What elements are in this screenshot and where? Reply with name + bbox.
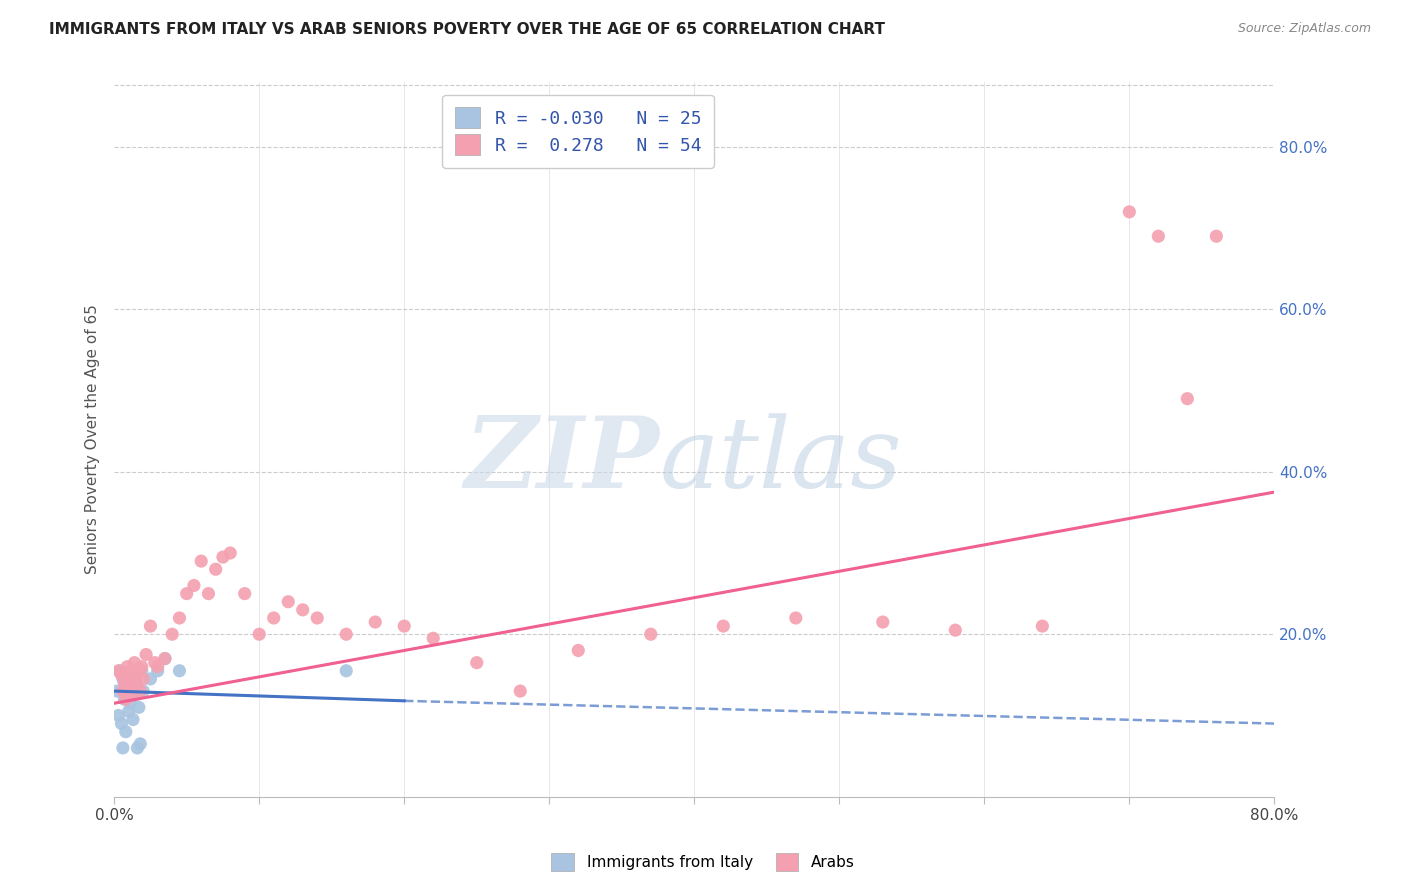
Point — [122, 688, 145, 702]
Point — [197, 586, 219, 600]
Point — [121, 668, 143, 682]
Legend: Immigrants from Italy, Arabs: Immigrants from Italy, Arabs — [543, 844, 863, 880]
Point — [183, 578, 205, 592]
Point — [146, 659, 169, 673]
Point — [509, 684, 531, 698]
Point — [335, 664, 357, 678]
Point — [153, 651, 176, 665]
Point — [233, 586, 256, 600]
Point — [135, 648, 157, 662]
Point — [118, 672, 141, 686]
Point — [169, 611, 191, 625]
Point — [118, 705, 141, 719]
Point — [111, 684, 134, 698]
Point — [110, 716, 132, 731]
Point — [160, 627, 183, 641]
Point — [567, 643, 589, 657]
Point — [112, 676, 135, 690]
Y-axis label: Seniors Poverty Over the Age of 65: Seniors Poverty Over the Age of 65 — [86, 304, 100, 574]
Point — [190, 554, 212, 568]
Point — [127, 668, 149, 682]
Point — [291, 603, 314, 617]
Point — [125, 676, 148, 690]
Point — [1031, 619, 1053, 633]
Point — [114, 724, 136, 739]
Point — [1147, 229, 1170, 244]
Point — [124, 656, 146, 670]
Point — [129, 684, 152, 698]
Point — [107, 708, 129, 723]
Point — [112, 692, 135, 706]
Point — [1175, 392, 1198, 406]
Point — [204, 562, 226, 576]
Point — [114, 692, 136, 706]
Point — [120, 696, 142, 710]
Point — [132, 672, 155, 686]
Text: IMMIGRANTS FROM ITALY VS ARAB SENIORS POVERTY OVER THE AGE OF 65 CORRELATION CHA: IMMIGRANTS FROM ITALY VS ARAB SENIORS PO… — [49, 22, 886, 37]
Point — [307, 611, 329, 625]
Point — [247, 627, 270, 641]
Point — [115, 659, 138, 673]
Point — [364, 615, 387, 629]
Point — [335, 627, 357, 641]
Point — [219, 546, 242, 560]
Point — [122, 713, 145, 727]
Point — [212, 550, 235, 565]
Point — [132, 684, 155, 698]
Text: ZIP: ZIP — [464, 412, 659, 509]
Point — [111, 740, 134, 755]
Point — [111, 672, 134, 686]
Point — [105, 684, 128, 698]
Point — [153, 651, 176, 665]
Point — [263, 611, 285, 625]
Point — [943, 623, 966, 637]
Point — [176, 586, 198, 600]
Point — [121, 664, 143, 678]
Point — [131, 659, 153, 673]
Point — [139, 619, 162, 633]
Point — [107, 664, 129, 678]
Point — [872, 615, 894, 629]
Point — [169, 664, 191, 678]
Point — [131, 664, 153, 678]
Legend: R = -0.030   N = 25, R =  0.278   N = 54: R = -0.030 N = 25, R = 0.278 N = 54 — [443, 95, 714, 168]
Point — [422, 632, 444, 646]
Point — [127, 740, 149, 755]
Point — [124, 688, 146, 702]
Point — [277, 595, 299, 609]
Point — [640, 627, 662, 641]
Point — [125, 676, 148, 690]
Point — [785, 611, 807, 625]
Text: atlas: atlas — [659, 413, 903, 508]
Point — [115, 680, 138, 694]
Point — [711, 619, 734, 633]
Point — [1118, 205, 1140, 219]
Text: Source: ZipAtlas.com: Source: ZipAtlas.com — [1237, 22, 1371, 36]
Point — [146, 664, 169, 678]
Point — [1205, 229, 1227, 244]
Point — [465, 656, 488, 670]
Point — [120, 680, 142, 694]
Point — [143, 656, 166, 670]
Point — [129, 737, 152, 751]
Point — [108, 664, 131, 678]
Point — [128, 700, 150, 714]
Point — [139, 672, 162, 686]
Point — [110, 668, 132, 682]
Point — [128, 664, 150, 678]
Point — [394, 619, 416, 633]
